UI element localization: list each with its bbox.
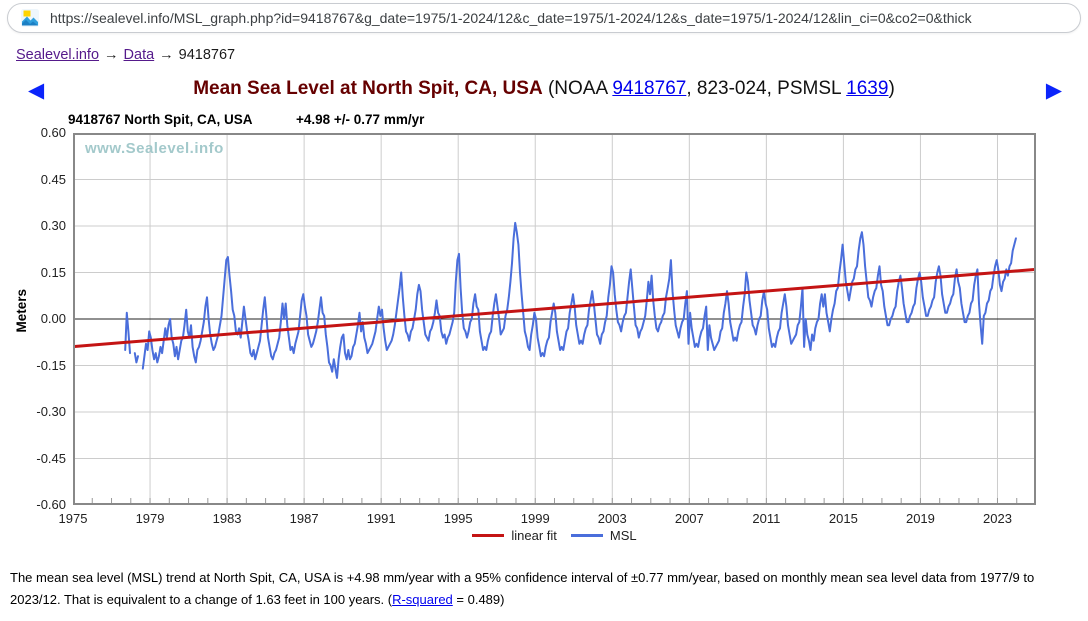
y-tick-label: -0.15 [36,357,66,373]
x-tick-label: 2011 [752,511,781,526]
linear-fit-line-swatch [472,534,505,537]
psmsl-station-link[interactable]: 1639 [846,78,889,99]
chart-station-label: 9418767 North Spit, CA, USA [68,112,253,127]
x-tick-label: 2019 [905,511,935,526]
x-tick-label: 1975 [58,511,88,526]
y-tick-label: 0.00 [40,311,66,326]
watermark: www.Sealevel.info [85,140,224,157]
chart-legend: linear fit MSL [73,528,1036,543]
x-tick-label: 1979 [135,511,165,526]
breadcrumb: Sealevel.info → Data → 9418767 [16,47,235,63]
title-paren-suffix: ) [888,78,895,99]
msl-chart [73,133,1036,505]
next-station-arrow[interactable]: ▶ [1045,79,1062,102]
r-squared-link[interactable]: R-squared [392,592,453,607]
legend-item-linear-fit: linear fit [472,528,557,543]
page-title-details: (NOAA 9418767, 823-024, PSMSL 1639) [543,78,895,99]
title-paren-mid: , 823-024, PSMSL [686,78,847,99]
noaa-station-link[interactable]: 9418767 [612,78,687,99]
x-tick-label: 1987 [289,511,319,526]
breadcrumb-separator: → [104,47,119,63]
breadcrumb-home-link[interactable]: Sealevel.info [16,47,100,63]
legend-item-msl: MSL [570,528,637,543]
trend-summary-after-link: = 0.489) [452,592,505,607]
trend-summary-text: The mean sea level (MSL) trend at North … [10,567,1062,611]
x-tick-label: 1995 [443,511,473,526]
x-tick-label: 1999 [520,511,550,526]
address-bar[interactable]: https://sealevel.info/MSL_graph.php?id=9… [7,3,1081,33]
y-tick-label: -0.30 [36,404,66,419]
y-tick-label: -0.60 [36,497,66,512]
previous-station-arrow[interactable]: ◀ [28,79,45,102]
x-tick-label: 1983 [212,511,242,526]
page-title: Mean Sea Level at North Spit, CA, USA (N… [193,78,895,100]
title-row: ◀ Mean Sea Level at North Spit, CA, USA … [0,78,1088,106]
x-tick-label: 1991 [366,511,396,526]
legend-linear-fit-label: linear fit [511,528,557,543]
title-paren-prefix: (NOAA [542,78,613,99]
y-tick-label: 0.15 [40,264,66,280]
msl-line-swatch [570,534,603,537]
chart-trend-label: +4.98 +/- 0.77 mm/yr [296,112,425,127]
plot-area: www.Sealevel.info [73,133,1036,505]
y-tick-label: 0.60 [40,125,66,140]
breadcrumb-separator: → [159,47,174,63]
x-tick-label: 2003 [597,511,627,526]
y-axis-tick-labels: 0.60 0.45 0.30 0.15 0.00 -0.15 -0.30 -0.45 -0.60 [0,125,66,512]
legend-msl-label: MSL [609,528,637,543]
x-tick-label: 2007 [674,511,704,526]
y-tick-label: 0.30 [40,218,66,233]
breadcrumb-data-link[interactable]: Data [123,47,155,63]
page-title-main: Mean Sea Level at North Spit, CA, USA [193,78,543,99]
y-tick-label: -0.45 [36,450,66,466]
x-tick-label: 2015 [828,511,858,526]
y-tick-label: 0.45 [40,171,66,187]
breadcrumb-station-id: 9418767 [178,47,236,63]
x-axis-tick-labels: 1975 1979 1983 1987 1991 1995 1999 2003 2007 2011… [59,511,1036,527]
trend-summary-before-link: The mean sea level (MSL) trend at North … [10,570,1035,607]
url-text[interactable]: https://sealevel.info/MSL_graph.php?id=9… [50,10,972,26]
site-favicon-icon [18,6,42,30]
x-tick-label: 2023 [983,511,1012,526]
